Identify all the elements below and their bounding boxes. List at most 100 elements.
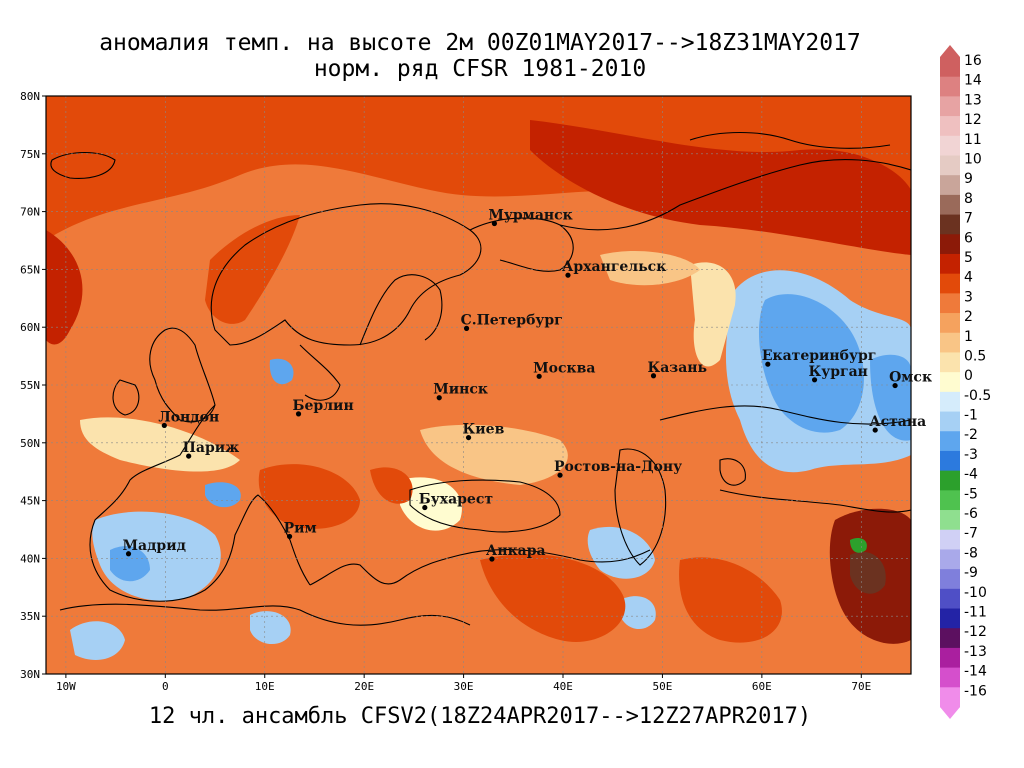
colorbar-label: -10 <box>964 585 987 601</box>
city-label: Рим <box>284 520 317 536</box>
temperature-anomaly-field <box>46 96 911 674</box>
colorbar-swatch <box>940 529 960 550</box>
city-label: Ростов-на-Дону <box>554 459 682 475</box>
city-dot <box>650 373 657 379</box>
colorbar-label: 13 <box>964 92 982 108</box>
city-dot <box>765 361 771 367</box>
city-label: Омск <box>889 370 932 386</box>
city-dot <box>811 377 818 383</box>
colorbar-swatch <box>940 431 960 452</box>
lat-tick-label: 75N <box>20 148 40 161</box>
colorbar-label: -1 <box>964 408 978 424</box>
colorbar-label: 3 <box>964 289 973 305</box>
city-label: Париж <box>183 440 240 456</box>
title-line-2: норм. ряд CFSR 1981-2010 <box>313 56 647 82</box>
city-dot <box>125 551 132 557</box>
city-dot <box>436 395 442 401</box>
colorbar-swatch <box>940 490 960 511</box>
city-dot <box>465 434 472 441</box>
colorbar-label: 6 <box>964 230 973 246</box>
city-dot <box>463 325 470 331</box>
lat-tick-label: 50N <box>20 437 40 450</box>
latitude-axis: 30N 35N 40N 45N 50N 55N 60N 65N 70N 75N 80N <box>20 90 46 681</box>
colorbar-swatch <box>940 470 960 491</box>
colorbar-swatch <box>940 96 960 117</box>
city-dot <box>286 533 293 540</box>
lon-tick-label: 0 <box>162 680 169 693</box>
colorbar-label: -3 <box>964 447 978 463</box>
colorbar-swatch <box>940 76 960 97</box>
colorbar-label: 1 <box>964 329 973 345</box>
lon-tick-label: 70E <box>851 680 871 693</box>
longitude-axis: 10W 0 10E 20E 30E 40E 50E 60E 70E <box>56 674 871 693</box>
colorbar-swatch <box>940 647 960 669</box>
colorbar-label: -16 <box>964 683 987 699</box>
colorbar-label: -0.5 <box>964 388 991 404</box>
city-dot <box>489 556 495 562</box>
colorbar-swatch <box>940 194 960 215</box>
colorbar-label: -4 <box>964 467 978 483</box>
city-dot <box>872 427 878 433</box>
colorbar-swatch <box>940 687 960 708</box>
colorbar-label: -6 <box>964 506 978 522</box>
colorbar-label: 14 <box>964 73 982 89</box>
city-label: Мурманск <box>488 208 572 224</box>
colorbar-swatch <box>940 608 960 629</box>
colorbar-swatch <box>940 549 960 570</box>
colorbar-label: -13 <box>964 644 987 660</box>
colorbar-label: -9 <box>964 565 978 581</box>
colorbar-swatch <box>940 411 960 432</box>
colorbar-label: -8 <box>964 545 978 561</box>
lon-tick-label: 50E <box>652 680 672 693</box>
title-line-1: аномалия темп. на высоте 2м 00Z01MAY2017… <box>99 30 861 56</box>
city-dot <box>422 504 428 511</box>
colorbar-swatch <box>940 57 960 78</box>
colorbar-label: -14 <box>964 664 987 680</box>
colorbar-label: 16 <box>964 53 982 69</box>
colorbar-swatch <box>940 372 960 393</box>
lat-tick-label: 80N <box>20 90 40 103</box>
city-label: Екатеринбург <box>762 348 877 364</box>
city-label: Архангельск <box>562 259 666 275</box>
lat-tick-label: 55N <box>20 379 40 392</box>
lat-tick-label: 70N <box>20 206 40 219</box>
colorbar-swatch <box>940 253 960 275</box>
colorbar-top-arrow <box>940 45 960 57</box>
colorbar-label: 7 <box>964 211 973 227</box>
colorbar-label: 2 <box>964 309 973 325</box>
colorbar-label: -5 <box>964 486 978 502</box>
city-markers: Мурманск Архангельск С.Петербург Москва Каза… <box>123 208 932 562</box>
lat-tick-label: 35N <box>20 610 40 623</box>
city-label: Москва <box>533 360 595 376</box>
colorbar-label: 10 <box>964 151 982 167</box>
city-label: Анкара <box>486 543 546 559</box>
colorbar-label: -12 <box>964 624 987 640</box>
colorbar-swatch <box>940 313 960 334</box>
city-dot <box>295 411 302 417</box>
lon-tick-label: 20E <box>354 680 374 693</box>
colorbar-swatch <box>940 214 960 235</box>
colorbar-swatch <box>940 332 960 353</box>
city-label: Киев <box>463 422 505 438</box>
city-dot <box>536 373 542 379</box>
colorbar-swatch <box>940 588 960 609</box>
colorbar-swatch <box>940 116 960 137</box>
colorbar-swatch <box>940 667 960 688</box>
city-label: Бухарест <box>419 492 494 508</box>
city-label: Мадрид <box>123 538 186 554</box>
colorbar-swatch <box>940 628 960 649</box>
colorbar-swatch <box>940 569 960 590</box>
lat-tick-label: 40N <box>20 552 40 565</box>
colorbar-label: 5 <box>964 250 973 266</box>
lon-tick-label: 60E <box>752 680 772 693</box>
colorbar-swatch <box>940 155 960 176</box>
colorbar-label: 4 <box>964 270 973 286</box>
city-label: Астана <box>869 414 926 430</box>
colorbar-label: -7 <box>964 526 978 542</box>
city-dot <box>557 472 563 478</box>
lon-tick-label: 40E <box>553 680 573 693</box>
city-label: Берлин <box>293 398 354 414</box>
colorbar-swatch <box>940 450 960 472</box>
lon-tick-label: 10E <box>255 680 275 693</box>
